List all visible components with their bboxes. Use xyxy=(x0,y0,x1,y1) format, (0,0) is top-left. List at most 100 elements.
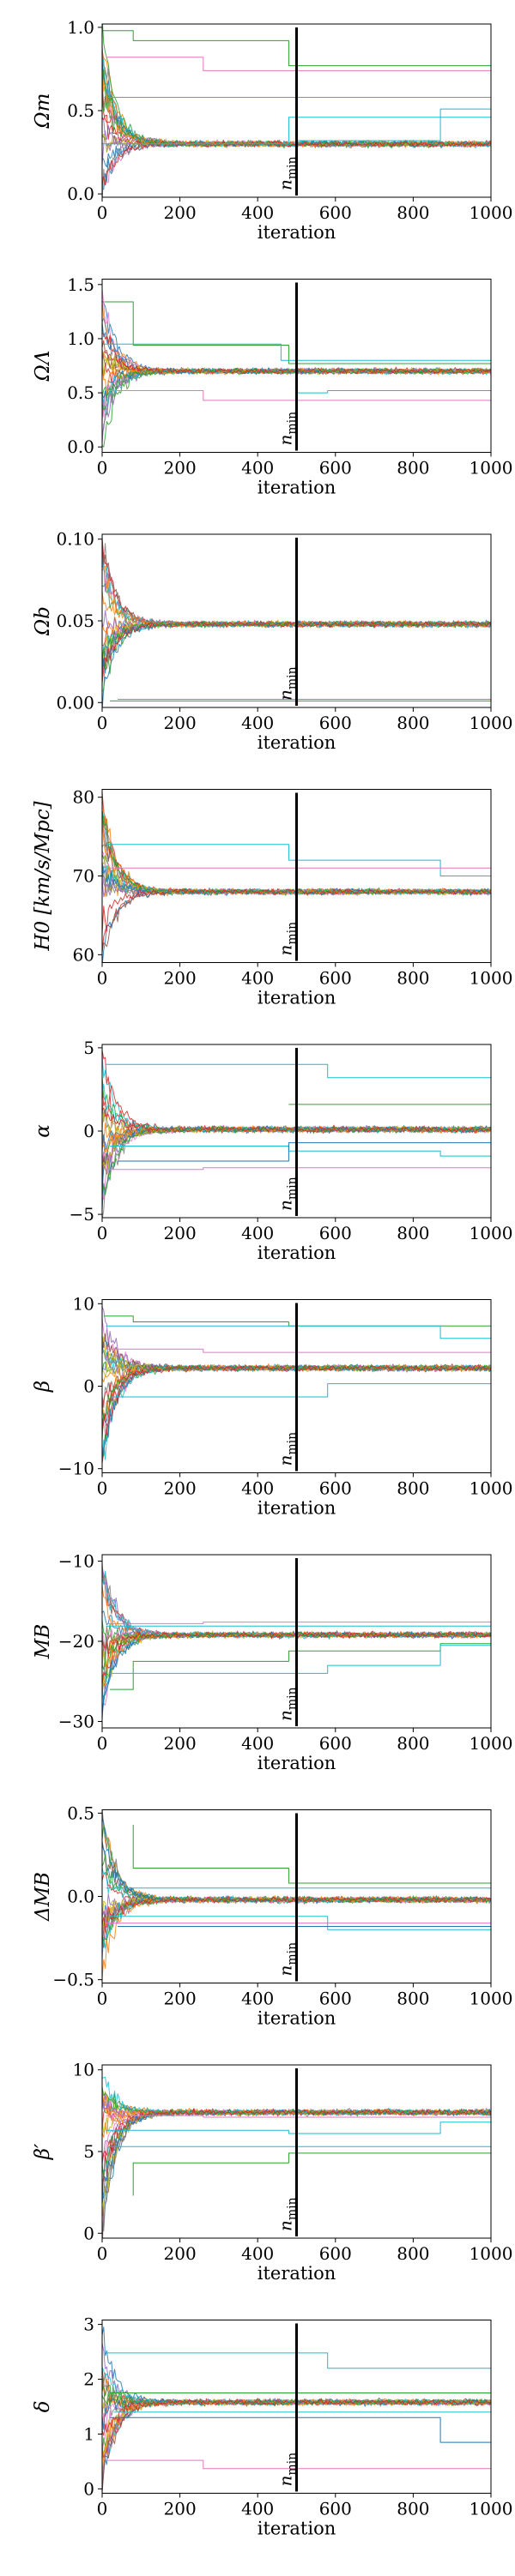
x-tick-label: 600 xyxy=(319,1478,352,1499)
y-tick-label: 1 xyxy=(83,2423,94,2444)
x-tick-label: 200 xyxy=(164,968,197,989)
y-tick-label: 60 xyxy=(73,944,94,965)
x-tick-label: 600 xyxy=(319,2243,352,2264)
x-tick-label: 200 xyxy=(164,1223,197,1243)
x-tick-label: 200 xyxy=(164,458,197,478)
y-tick-label: 0.05 xyxy=(56,611,94,631)
x-tick-label: 0 xyxy=(97,1733,108,1754)
x-tick-label: 800 xyxy=(397,202,429,223)
x-tick-label: 800 xyxy=(397,968,429,989)
x-tick-label: 600 xyxy=(319,1989,352,2009)
y-tick-label: 0.0 xyxy=(67,436,94,457)
y-tick-label: −10 xyxy=(58,1459,94,1479)
y-tick-label: 10 xyxy=(73,2060,94,2080)
x-axis-label: iteration xyxy=(258,2263,336,2284)
x-tick-label: 400 xyxy=(241,458,274,478)
stuck-walker-trace xyxy=(106,1622,491,1624)
y-axis-label: Ωm xyxy=(32,93,54,129)
x-axis-label: iteration xyxy=(258,1243,336,1263)
n-min-label: nmin xyxy=(276,922,300,956)
y-tick-label: 10 xyxy=(73,1293,94,1314)
stuck-walker-trace xyxy=(296,108,491,141)
n-min-label: nmin xyxy=(276,666,300,701)
x-tick-label: 600 xyxy=(319,968,352,989)
y-tick-label: 0.5 xyxy=(67,1803,94,1823)
y-tick-label: 0 xyxy=(83,1121,94,1141)
x-tick-label: 200 xyxy=(164,2499,197,2519)
trace-panel-9: nmin 0 200 400 600 800 1000 0 5 10 iteration β′ xyxy=(32,2060,512,2284)
x-axis-label: iteration xyxy=(258,2519,336,2539)
stuck-walker-trace xyxy=(106,844,491,876)
y-tick-label: 0 xyxy=(83,2478,94,2499)
n-min-label: nmin xyxy=(276,1432,300,1466)
stuck-walker-trace xyxy=(110,1916,491,1930)
x-tick-label: 0 xyxy=(97,2499,108,2519)
y-tick-label: 0.5 xyxy=(67,100,94,121)
x-tick-label: 1000 xyxy=(470,458,513,478)
x-tick-label: 1000 xyxy=(470,202,513,223)
stuck-walker-trace xyxy=(106,390,491,401)
stuck-walker-trace xyxy=(110,1146,491,1157)
x-tick-label: 400 xyxy=(241,1478,274,1499)
x-tick-label: 0 xyxy=(97,1989,108,2009)
x-tick-label: 0 xyxy=(97,2243,108,2264)
x-tick-label: 800 xyxy=(397,1223,429,1243)
n-min-label: nmin xyxy=(276,1942,300,1977)
x-tick-label: 400 xyxy=(241,713,274,733)
y-tick-label: 2 xyxy=(83,2369,94,2390)
stuck-walker-trace xyxy=(106,2352,491,2369)
stuck-walker-trace xyxy=(106,1348,491,1353)
stuck-walker-trace xyxy=(110,1383,491,1398)
trace-panel-8: nmin 0 200 400 600 800 1000 −0.5 0.0 0.5 iteration… xyxy=(32,1803,512,2028)
stuck-walker-trace xyxy=(110,1645,491,1674)
x-axis-label: iteration xyxy=(258,478,336,498)
y-axis-label: H0 [km/s/Mpc] xyxy=(32,801,54,951)
x-tick-label: 0 xyxy=(97,713,108,733)
y-axis-label: β xyxy=(32,1381,54,1393)
x-tick-label: 800 xyxy=(397,2499,429,2519)
x-tick-label: 400 xyxy=(241,1223,274,1243)
x-tick-label: 1000 xyxy=(470,968,513,989)
x-axis-label: iteration xyxy=(258,1753,336,1773)
x-axis-label: iteration xyxy=(258,732,336,753)
stuck-walker-trace xyxy=(106,1063,491,1079)
x-axis-label: iteration xyxy=(258,1498,336,1519)
x-tick-label: 600 xyxy=(319,1733,352,1754)
y-tick-label: 1.5 xyxy=(67,274,94,295)
y-tick-label: 5 xyxy=(83,2141,94,2162)
y-tick-label: 80 xyxy=(73,787,94,808)
stuck-walker-trace xyxy=(104,301,491,364)
stuck-walker-trace xyxy=(106,2115,491,2118)
stuck-walker-trace xyxy=(102,343,491,361)
n-min-label: nmin xyxy=(276,1687,300,1721)
x-tick-label: 200 xyxy=(164,1478,197,1499)
y-axis-label: ΩΛ xyxy=(32,351,54,382)
x-tick-label: 800 xyxy=(397,713,429,733)
y-tick-label: −10 xyxy=(58,1550,94,1571)
x-tick-label: 800 xyxy=(397,1733,429,1754)
x-tick-label: 400 xyxy=(241,968,274,989)
n-min-label: nmin xyxy=(276,1177,300,1211)
stuck-walker-trace xyxy=(102,30,491,67)
trace-panel-1: nmin 0 200 400 600 800 1000 0.0 0.5 1.0 iteration Ω… xyxy=(32,17,513,243)
trace-panel-3: nmin 0 200 400 600 800 1000 0.00 0.05 0.10 iterati… xyxy=(32,529,512,753)
y-tick-label: 0.0 xyxy=(67,1887,94,1907)
stuck-walker-trace xyxy=(110,2417,491,2443)
x-tick-label: 200 xyxy=(164,713,197,733)
stuck-walker-trace xyxy=(106,1325,491,1339)
x-tick-label: 1000 xyxy=(470,1478,513,1499)
y-tick-label: 0.0 xyxy=(67,184,94,204)
x-tick-label: 0 xyxy=(97,458,108,478)
stuck-walker-trace xyxy=(110,1643,491,1690)
n-min-label: nmin xyxy=(276,2453,300,2487)
y-tick-label: −30 xyxy=(58,1712,94,1732)
x-axis-label: iteration xyxy=(258,222,336,243)
trace-panel-4: nmin 0 200 400 600 800 1000 60 70 80 iteration H0 [… xyxy=(32,787,512,1008)
x-tick-label: 200 xyxy=(164,202,197,223)
walker-traces xyxy=(102,1562,491,1719)
y-tick-label: −20 xyxy=(58,1631,94,1652)
n-min-label: nmin xyxy=(276,412,300,446)
n-min-label: nmin xyxy=(276,2197,300,2231)
